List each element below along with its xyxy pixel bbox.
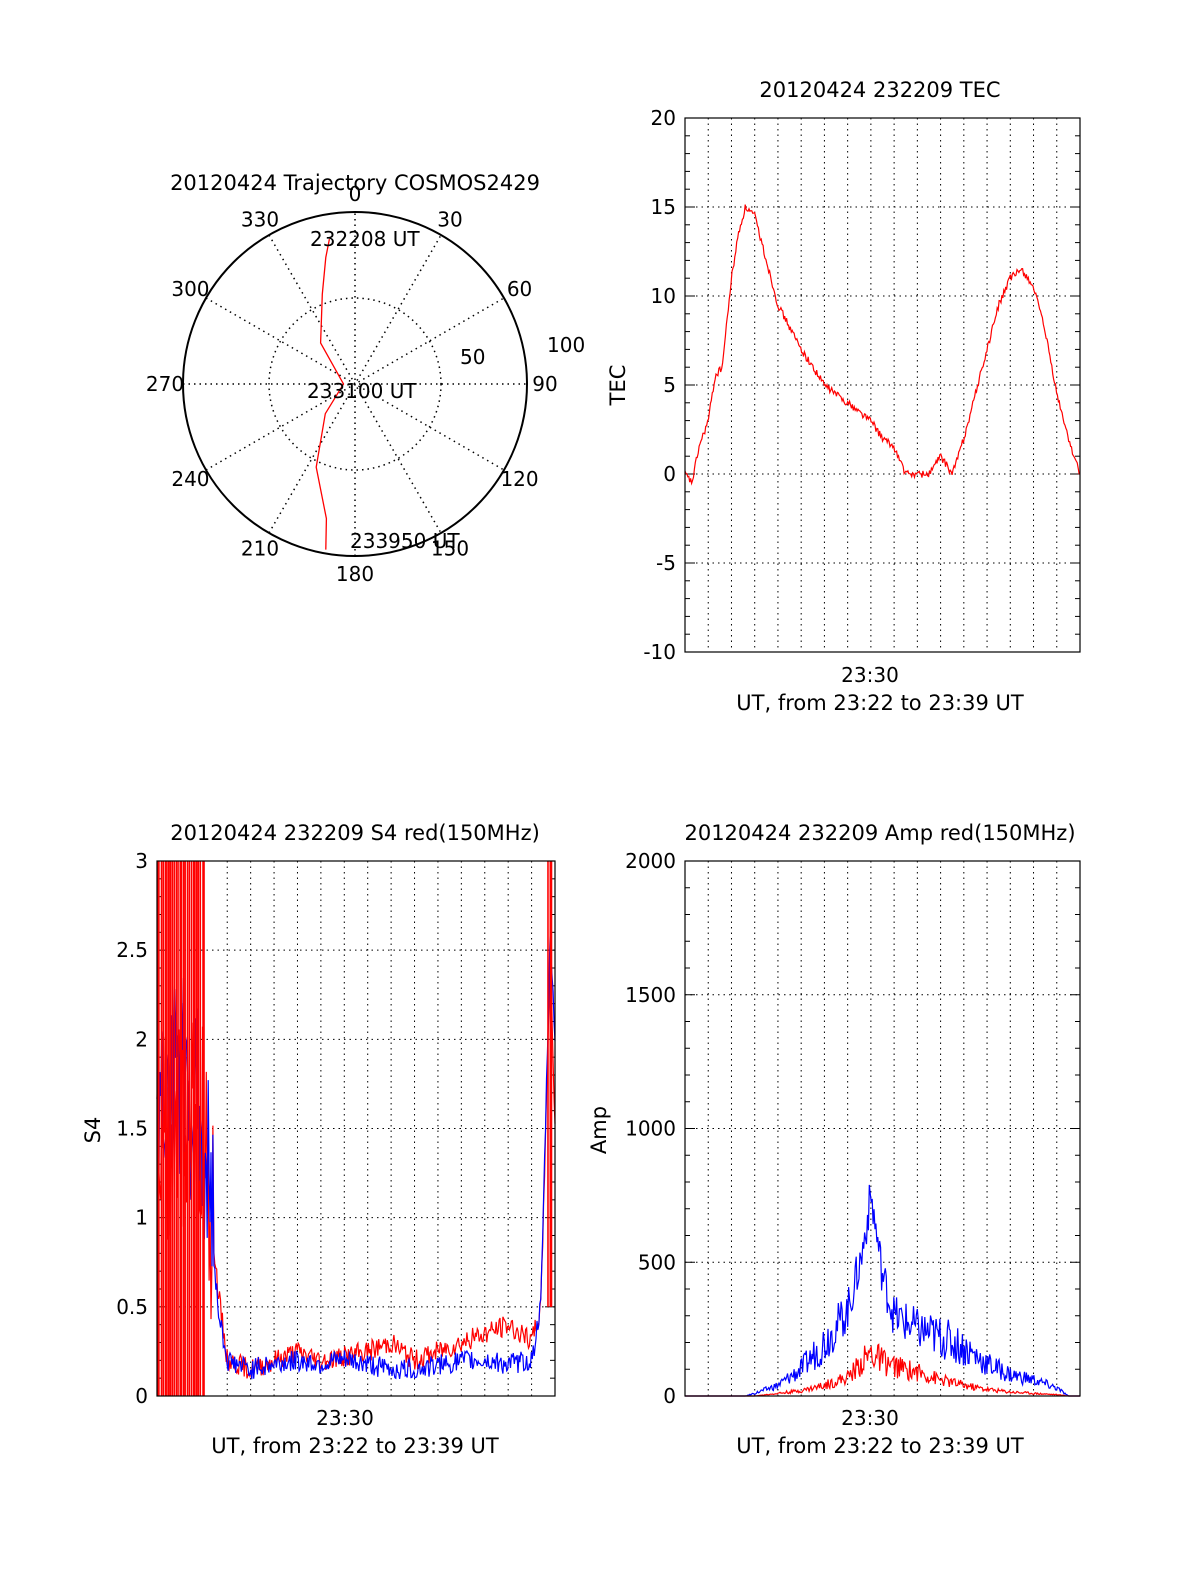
y-tick-label: 5 <box>663 373 676 397</box>
annotation-start: 232208 UT <box>310 227 420 251</box>
y-tick-label: 0 <box>663 1384 676 1408</box>
grid-lines <box>685 117 1080 653</box>
red-series-line <box>685 1343 1080 1397</box>
y-tick-label: 1500 <box>625 983 676 1007</box>
tec-plot: 20120424 232209 TEC UT, from 23:22 to 23… <box>606 78 1081 715</box>
polar-spoke <box>268 234 442 534</box>
polar-angle-label: 90 <box>532 372 557 396</box>
amp-ylabel: Amp <box>587 1106 611 1154</box>
polar-radial-label: 100 <box>547 333 585 357</box>
tec-title: 20120424 232209 TEC <box>759 78 1000 102</box>
s4-xlabel: UT, from 23:22 to 23:39 UT <box>211 1434 499 1458</box>
polar-angle-label: 240 <box>171 467 209 491</box>
y-tick-label: -10 <box>643 640 676 664</box>
annotation-mid: 233100 UT <box>307 379 417 403</box>
tec-xtick: 23:30 <box>841 663 899 687</box>
y-tick-label: 2.5 <box>116 938 148 962</box>
y-tick-label: 2 <box>135 1027 148 1051</box>
y-tick-label: 20 <box>651 106 676 130</box>
y-tick-label: 0 <box>135 1384 148 1408</box>
y-tick-label: 3 <box>135 849 148 873</box>
polar-angle-label: 30 <box>437 207 462 231</box>
plot-frame <box>156 860 556 1397</box>
polar-radial-label: 50 <box>460 345 485 369</box>
red-spikes <box>156 861 553 1396</box>
trajectory-line <box>315 238 345 550</box>
grid-lines <box>685 860 1080 1397</box>
y-tick-label: 1 <box>135 1206 148 1230</box>
tec-xlabel: UT, from 23:22 to 23:39 UT <box>736 691 1024 715</box>
y-tick-label: 2000 <box>625 849 676 873</box>
y-tick-label: -5 <box>656 551 676 575</box>
amp-plot: 20120424 232209 Amp red(150MHz) UT, from… <box>587 821 1081 1458</box>
polar-angle-label: 60 <box>507 277 532 301</box>
amp-xtick: 23:30 <box>841 1406 899 1430</box>
polar-inner-circle <box>268 297 442 471</box>
y-tick-label: 0.5 <box>116 1295 148 1319</box>
polar-angle-label: 150 <box>431 537 469 561</box>
annotation-end: 233950 UT <box>350 529 460 553</box>
plot-frame <box>684 117 1081 653</box>
s4-title: 20120424 232209 S4 red(150MHz) <box>170 821 540 845</box>
y-tick-label: 500 <box>638 1250 676 1274</box>
y-tick-label: 10 <box>651 284 676 308</box>
y-tick-label: 1.5 <box>116 1117 148 1141</box>
polar-angle-label: 270 <box>146 372 184 396</box>
tec-ylabel: TEC <box>606 365 630 407</box>
y-tick-label: 15 <box>651 195 676 219</box>
polar-angle-label: 330 <box>241 207 279 231</box>
polar-angle-label: 0 <box>349 182 362 206</box>
s4-plot: 20120424 232209 S4 red(150MHz) UT, from … <box>81 821 556 1458</box>
polar-angle-label: 180 <box>336 562 374 586</box>
polar-title: 20120424 Trajectory COSMOS2429 <box>170 171 540 195</box>
grid-lines <box>157 860 555 1397</box>
plot-frame <box>684 860 1081 1397</box>
amp-title: 20120424 232209 Amp red(150MHz) <box>684 821 1075 845</box>
s4-xtick: 23:30 <box>316 1406 374 1430</box>
blue-series-line <box>685 1184 1080 1397</box>
polar-angle-label: 300 <box>171 277 209 301</box>
y-tick-label: 0 <box>663 462 676 486</box>
polar-angle-label: 210 <box>241 537 279 561</box>
red-series-line <box>156 954 556 1379</box>
red-series-line <box>684 204 1081 486</box>
s4-ylabel: S4 <box>81 1117 105 1144</box>
y-tick-label: 1000 <box>625 1117 676 1141</box>
blue-series-line <box>156 928 556 1380</box>
polar-angle-label: 120 <box>500 467 538 491</box>
polar-trajectory-plot: 20120424 Trajectory COSMOS2429 0 30 60 90 12… <box>146 171 585 586</box>
amp-xlabel: UT, from 23:22 to 23:39 UT <box>736 1434 1024 1458</box>
